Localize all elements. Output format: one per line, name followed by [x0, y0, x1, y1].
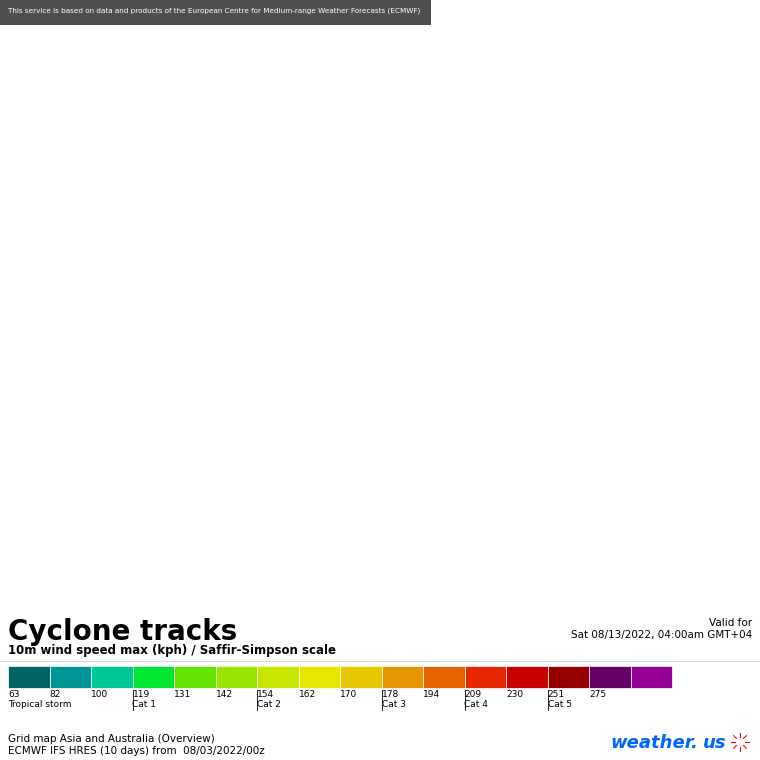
Text: weather.: weather.	[610, 734, 698, 752]
Bar	[174, 666, 216, 688]
Text: 119: 119	[132, 690, 150, 699]
Text: Cat 2: Cat 2	[257, 700, 281, 709]
Text: 100: 100	[91, 690, 108, 699]
Bar	[91, 666, 132, 688]
Text: 162: 162	[299, 690, 315, 699]
Bar	[340, 666, 382, 688]
Text: Cat 4: Cat 4	[464, 700, 489, 709]
Text: Valid for: Valid for	[709, 618, 752, 628]
Text: 275: 275	[589, 690, 606, 699]
Bar	[299, 666, 340, 688]
Text: 230: 230	[506, 690, 523, 699]
Bar	[547, 666, 589, 688]
Text: Cat 1: Cat 1	[132, 700, 157, 709]
Bar	[382, 666, 423, 688]
Text: Map data © OpenStreetMap contributors, rendering GIScience Research Group @ Heid: Map data © OpenStreetMap contributors, r…	[446, 606, 759, 612]
Text: 82: 82	[49, 690, 61, 699]
Bar	[216, 666, 257, 688]
Bar	[631, 666, 672, 688]
Text: 194: 194	[423, 690, 440, 699]
Text: 154: 154	[257, 690, 274, 699]
Bar	[423, 666, 464, 688]
Text: 178: 178	[382, 690, 399, 699]
Text: This service is based on data and products of the European Centre for Medium-ran: This service is based on data and produc…	[8, 8, 420, 14]
Bar	[257, 666, 299, 688]
Text: Cyclone tracks: Cyclone tracks	[8, 618, 237, 646]
Text: 10m wind speed max (kph) / Saffir-Simpson scale: 10m wind speed max (kph) / Saffir-Simpso…	[8, 644, 336, 657]
Bar	[589, 666, 631, 688]
Text: 131: 131	[174, 690, 192, 699]
Text: 142: 142	[216, 690, 233, 699]
Bar	[132, 666, 174, 688]
Text: 63: 63	[8, 690, 20, 699]
Text: 209: 209	[464, 690, 482, 699]
Bar	[49, 666, 91, 688]
Text: Cat 5: Cat 5	[547, 700, 572, 709]
Bar	[464, 666, 506, 688]
Text: 170: 170	[340, 690, 357, 699]
Text: [Map: cartopy not available]: [Map: cartopy not available]	[281, 300, 479, 314]
Bar	[506, 666, 547, 688]
Text: us: us	[703, 734, 727, 752]
Text: Sat 08/13/2022, 04:00am GMT+04: Sat 08/13/2022, 04:00am GMT+04	[571, 630, 752, 640]
Text: Tropical storm: Tropical storm	[8, 700, 71, 709]
Text: Cat 3: Cat 3	[382, 700, 406, 709]
Bar	[8, 666, 49, 688]
Text: 251: 251	[547, 690, 565, 699]
Text: ECMWF IFS HRES (10 days) from  08/03/2022/00z: ECMWF IFS HRES (10 days) from 08/03/2022…	[8, 746, 264, 756]
Text: Grid map Asia and Australia (Overview): Grid map Asia and Australia (Overview)	[8, 734, 215, 744]
